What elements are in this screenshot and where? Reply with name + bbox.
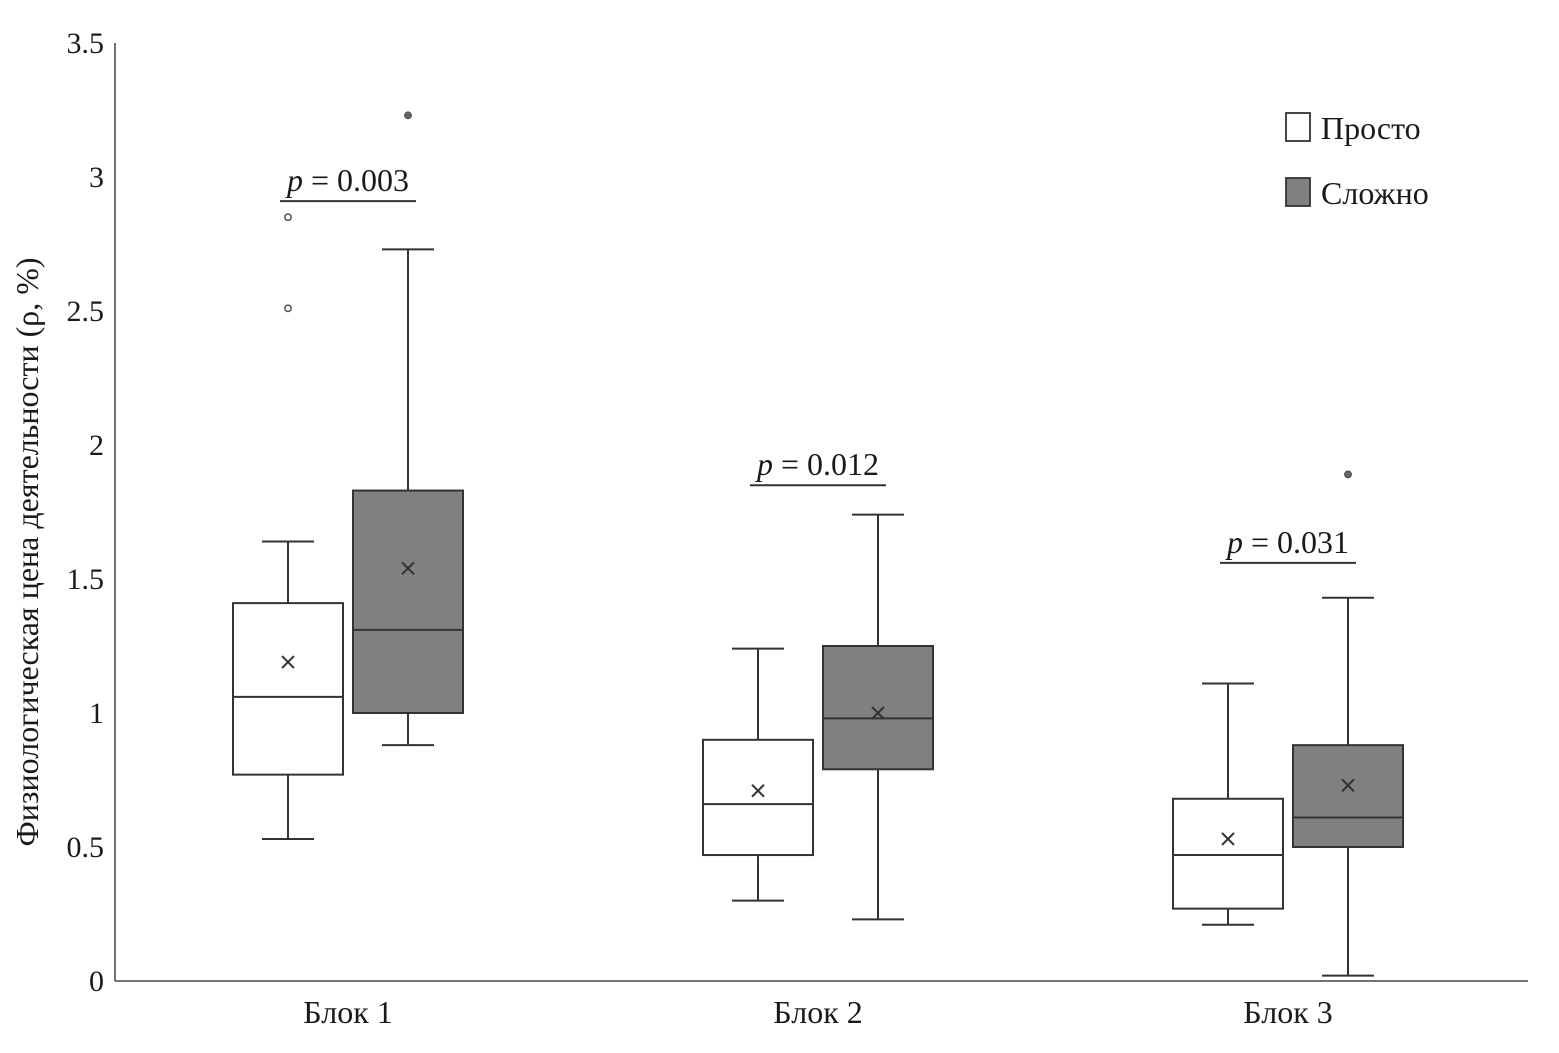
x-categories: Блок 1 Блок 2 Блок 3	[303, 994, 1332, 1030]
p-value-label: p = 0.003	[285, 162, 409, 198]
y-ticks: 0 0.5 1 1.5 2 2.5 3 3.5	[67, 27, 105, 998]
p-value-annotation: p = 0.031	[1220, 524, 1356, 564]
mean-marker	[401, 561, 415, 575]
legend-label: Просто	[1321, 110, 1421, 146]
outlier-point	[404, 111, 412, 120]
box-slozhno-2	[822, 513, 934, 921]
y-tick-label: 0.5	[67, 831, 105, 864]
legend-swatch	[1285, 112, 1311, 142]
legend-swatch	[1285, 177, 1311, 207]
outlier-point	[284, 213, 292, 222]
y-tick-label: 2	[89, 429, 104, 462]
y-tick-label: 1.5	[67, 563, 105, 596]
axes	[114, 43, 1528, 982]
p-symbol: p	[1225, 524, 1243, 560]
p-value-annotation: p = 0.003	[280, 162, 416, 203]
p-value-label: p = 0.012	[755, 446, 879, 482]
p-value-text: = 0.031	[1243, 524, 1349, 560]
mean-marker	[1221, 832, 1235, 846]
box-slozhno-1	[352, 111, 464, 747]
iqr-box	[1172, 797, 1284, 910]
box-prosto-1	[232, 213, 344, 840]
p-value-text: = 0.003	[303, 162, 409, 198]
p-value-annotation: p = 0.012	[750, 446, 886, 487]
legend-label: Сложно	[1321, 175, 1429, 211]
y-tick-label: 1	[89, 697, 104, 730]
legend-item-slozhno: Сложно	[1285, 175, 1429, 211]
iqr-box	[352, 489, 464, 714]
iqr-box	[702, 738, 814, 857]
x-category-label: Блок 3	[1243, 994, 1332, 1030]
iqr-box	[822, 645, 934, 771]
mean-marker	[281, 655, 295, 669]
p-symbol: p	[755, 446, 773, 482]
boxes	[232, 111, 1404, 977]
p-value-text: = 0.012	[773, 446, 879, 482]
y-axis-label: Физиологическая цена деятельности (ρ, %)	[9, 257, 45, 846]
y-tick-label: 3	[89, 161, 104, 194]
outlier-point	[284, 304, 292, 313]
y-tick-label: 3.5	[67, 27, 105, 60]
mean-marker	[871, 706, 885, 720]
y-tick-label: 2.5	[67, 295, 105, 328]
mean-marker	[751, 784, 765, 798]
legend-item-prosto: Просто	[1285, 110, 1421, 146]
box-prosto-2	[702, 647, 814, 902]
iqr-box	[1292, 744, 1404, 848]
box-prosto-3	[1172, 682, 1284, 926]
x-category-label: Блок 2	[773, 994, 862, 1030]
outlier-point	[1344, 470, 1352, 479]
legend: Просто Сложно	[1285, 110, 1429, 211]
mean-marker	[1341, 778, 1355, 793]
x-category-label: Блок 1	[303, 994, 392, 1030]
box-slozhno-3	[1292, 470, 1404, 977]
p-value-label: p = 0.031	[1225, 524, 1349, 560]
y-tick-label: 0	[89, 965, 104, 998]
iqr-box	[232, 602, 344, 776]
p-symbol: p	[285, 162, 303, 198]
